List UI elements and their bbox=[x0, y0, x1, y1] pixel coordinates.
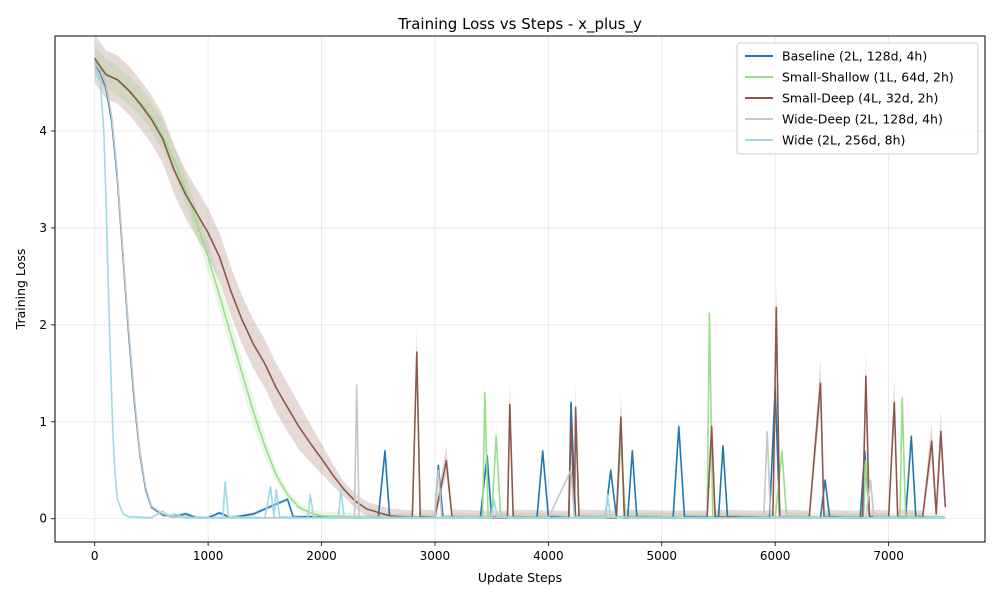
y-tick-label: 3 bbox=[39, 221, 47, 235]
legend-label-1: Small-Shallow (1L, 64d, 2h) bbox=[782, 70, 954, 85]
plot-frame bbox=[54, 35, 986, 543]
x-tick-label: 3000 bbox=[420, 549, 451, 563]
x-tick-label: 4000 bbox=[533, 549, 564, 563]
x-tick-label: 2000 bbox=[306, 549, 337, 563]
x-tick-label: 1000 bbox=[193, 549, 224, 563]
y-tick-label: 1 bbox=[39, 415, 47, 429]
x-tick-label: 7000 bbox=[873, 549, 904, 563]
x-axis-label: Update Steps bbox=[478, 570, 562, 585]
legend: Baseline (2L, 128d, 4h) Small-Shallow (1L… bbox=[736, 42, 979, 155]
x-tick-label: 5000 bbox=[646, 549, 677, 563]
legend-label-0: Baseline (2L, 128d, 4h) bbox=[782, 49, 927, 64]
y-tick-label: 2 bbox=[39, 318, 47, 332]
legend-box bbox=[736, 42, 979, 155]
y-tick-label: 0 bbox=[39, 512, 47, 526]
legend-label-4: Wide (2L, 256d, 8h) bbox=[782, 133, 905, 148]
legend-label-2: Small-Deep (4L, 32d, 2h) bbox=[782, 91, 938, 106]
series-line-4 bbox=[93, 64, 946, 519]
axis-ticks: 0 1000 2000 3000 4000 5000 6000 7000 0 1 2 3 4 bbox=[39, 124, 904, 563]
y-axis-label: Training Loss bbox=[13, 249, 28, 331]
x-tick-label: 0 bbox=[91, 549, 99, 563]
y-tick-label: 4 bbox=[39, 124, 47, 138]
series-lines bbox=[93, 57, 947, 519]
chart-title: Training Loss vs Steps - x_plus_y bbox=[397, 15, 642, 34]
legend-label-3: Wide-Deep (2L, 128d, 4h) bbox=[782, 112, 943, 127]
x-tick-label: 6000 bbox=[760, 549, 791, 563]
